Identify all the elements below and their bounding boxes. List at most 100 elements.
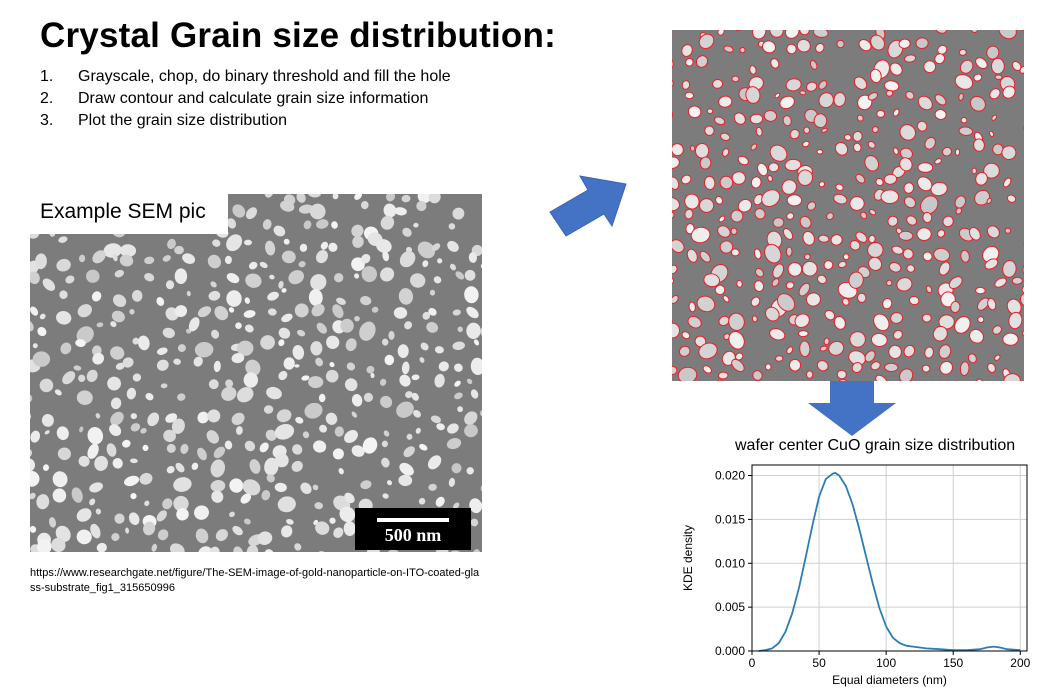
grain — [888, 344, 902, 359]
grain — [401, 361, 410, 375]
grain — [717, 225, 731, 238]
grain — [240, 493, 252, 504]
grain — [719, 240, 734, 254]
grain — [954, 195, 967, 209]
grain — [772, 263, 785, 279]
grain — [243, 310, 256, 318]
grain — [899, 157, 913, 172]
grain — [276, 409, 292, 423]
grain — [830, 234, 843, 246]
grain — [165, 413, 178, 423]
x-axis-label: Equal diameters (nm) — [832, 673, 947, 687]
sem-image-example — [30, 194, 482, 552]
grain — [55, 525, 71, 543]
grain — [680, 174, 692, 185]
grain — [281, 313, 293, 323]
grain — [144, 273, 155, 282]
grain — [405, 391, 413, 399]
plot-frame — [751, 464, 1028, 652]
steps-list: 1. Grayscale, chop, do binary threshold a… — [40, 66, 451, 132]
grain — [296, 194, 306, 203]
grain — [156, 347, 168, 355]
grain — [889, 62, 903, 76]
grain — [415, 427, 421, 434]
grain — [446, 438, 462, 450]
grain — [130, 423, 141, 432]
grain — [86, 269, 100, 283]
grain — [60, 342, 72, 355]
grain — [422, 260, 429, 268]
grain — [958, 92, 964, 101]
grain — [1006, 194, 1017, 203]
grain — [672, 211, 675, 219]
grain — [245, 359, 261, 376]
grain — [291, 460, 303, 472]
grain — [718, 95, 733, 108]
grain — [672, 78, 674, 89]
grain — [340, 318, 354, 333]
grain — [129, 309, 135, 315]
grain — [65, 275, 75, 284]
grain — [351, 411, 358, 418]
grain — [52, 471, 68, 488]
grain — [794, 313, 810, 328]
grain — [30, 319, 34, 332]
grain — [312, 484, 319, 491]
grain — [186, 290, 191, 297]
grain — [721, 148, 730, 157]
grain — [834, 141, 849, 156]
grain — [403, 446, 415, 458]
grain — [886, 279, 893, 287]
grain — [749, 113, 764, 125]
grain — [257, 531, 273, 545]
grain — [36, 494, 50, 510]
grain — [764, 306, 780, 322]
grain — [191, 462, 199, 471]
grain — [294, 543, 302, 551]
grain — [867, 141, 876, 149]
grain — [264, 194, 274, 198]
grain — [452, 341, 465, 351]
grain — [797, 169, 814, 186]
grain — [269, 274, 275, 280]
grain — [273, 225, 286, 237]
grain — [454, 380, 461, 387]
grain — [930, 181, 948, 197]
grain — [278, 327, 291, 339]
grain — [264, 457, 279, 476]
grain — [781, 179, 797, 195]
grain — [763, 109, 778, 122]
grain — [973, 73, 983, 82]
grain — [180, 443, 189, 454]
grain — [162, 498, 173, 510]
grain — [994, 277, 1007, 288]
grain — [308, 194, 322, 198]
grain — [959, 361, 970, 376]
grain — [334, 426, 344, 437]
grid — [751, 465, 1027, 652]
grain — [788, 358, 802, 372]
grain — [448, 223, 456, 230]
grain — [774, 92, 781, 99]
grain — [906, 264, 916, 273]
grain — [213, 446, 226, 459]
grain — [903, 344, 916, 358]
grain — [383, 430, 390, 437]
grain — [934, 108, 947, 121]
grain — [110, 346, 125, 360]
grain — [1002, 260, 1017, 278]
grain — [264, 549, 275, 552]
grain — [221, 386, 237, 401]
grain — [144, 500, 150, 507]
grain — [243, 372, 259, 388]
grain — [899, 124, 916, 141]
grain — [938, 261, 951, 276]
grain — [1022, 262, 1024, 279]
grain — [856, 292, 867, 303]
grain — [769, 328, 786, 341]
grain — [960, 116, 968, 124]
grain — [182, 253, 196, 264]
grain — [274, 423, 295, 440]
grain — [32, 343, 38, 349]
grain — [233, 546, 244, 552]
